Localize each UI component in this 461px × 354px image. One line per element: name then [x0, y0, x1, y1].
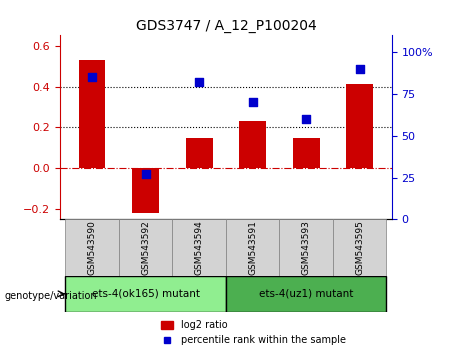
Point [195, 79, 203, 85]
Bar [132, 169, 159, 213]
Text: GSM543593: GSM543593 [301, 220, 311, 275]
Text: GSM543591: GSM543591 [248, 220, 257, 275]
Point [249, 99, 256, 105]
FancyBboxPatch shape [172, 219, 226, 276]
Title: GDS3747 / A_12_P100204: GDS3747 / A_12_P100204 [136, 19, 316, 33]
Point [302, 116, 310, 122]
Point [356, 66, 363, 72]
Text: ets-4(uz1) mutant: ets-4(uz1) mutant [259, 289, 354, 299]
Point [142, 171, 149, 177]
FancyBboxPatch shape [65, 219, 119, 276]
FancyBboxPatch shape [119, 219, 172, 276]
Text: ets-4(ok165) mutant: ets-4(ok165) mutant [92, 289, 200, 299]
FancyBboxPatch shape [226, 276, 386, 312]
Point [89, 74, 96, 80]
FancyBboxPatch shape [65, 276, 226, 312]
Bar [186, 138, 213, 169]
Bar [239, 121, 266, 169]
FancyBboxPatch shape [226, 219, 279, 276]
Text: GSM543595: GSM543595 [355, 220, 364, 275]
Bar [79, 60, 106, 169]
Bar [346, 85, 373, 169]
FancyBboxPatch shape [279, 219, 333, 276]
Text: GSM543590: GSM543590 [88, 220, 96, 275]
Text: genotype/variation: genotype/variation [5, 291, 97, 301]
Legend: log2 ratio, percentile rank within the sample: log2 ratio, percentile rank within the s… [158, 316, 349, 349]
FancyBboxPatch shape [333, 219, 386, 276]
Bar [293, 138, 319, 169]
Text: GSM543592: GSM543592 [141, 221, 150, 275]
Text: GSM543594: GSM543594 [195, 221, 204, 275]
